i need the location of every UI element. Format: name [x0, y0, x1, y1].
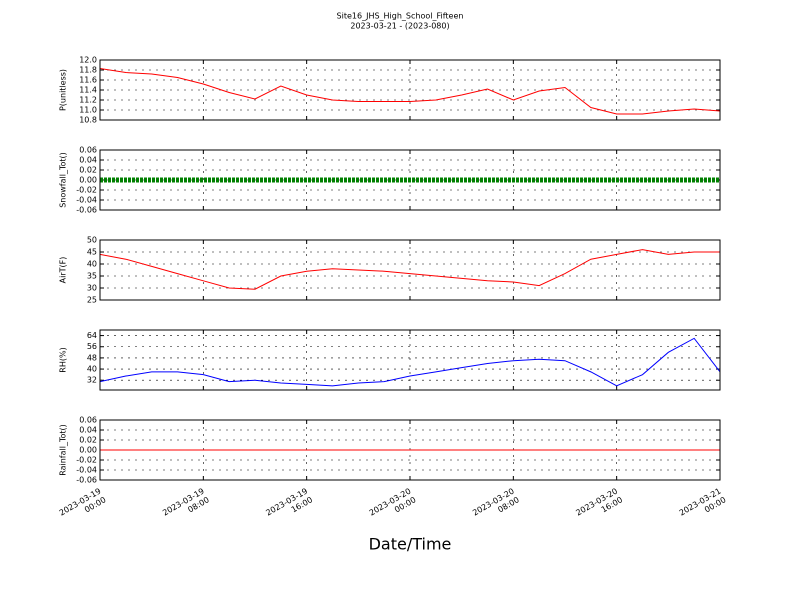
x-axis-label: Date/Time — [369, 535, 452, 554]
y-tick-label: 0.06 — [79, 146, 97, 155]
y-axis-label: Rainfall_Tot() — [59, 424, 68, 476]
y-tick-label: -0.04 — [76, 196, 97, 205]
y-tick-label: 0.06 — [79, 416, 97, 425]
y-tick-label: 32 — [87, 376, 97, 385]
y-tick-label: 11.4 — [79, 86, 97, 95]
subtitle: 2023-03-21 - (2023-080) — [350, 22, 449, 31]
y-tick-label: 25 — [87, 296, 97, 305]
y-tick-label: 11.6 — [79, 76, 97, 85]
plot-frame — [99, 149, 721, 211]
data-line — [99, 337, 721, 387]
y-tick-label: 30 — [87, 284, 97, 293]
y-tick-label: 11.2 — [79, 96, 97, 105]
y-axis-label: RH(%) — [59, 347, 68, 372]
y-tick-label: 35 — [87, 272, 97, 281]
data-line — [99, 249, 720, 290]
plot-frame — [99, 239, 721, 301]
y-axis-label: AirT(F) — [59, 257, 68, 284]
y-tick-label: 10.8 — [79, 116, 97, 125]
y-tick-label: 11.0 — [79, 106, 97, 115]
plot-frame — [99, 59, 721, 121]
y-tick-label: 0.02 — [79, 436, 97, 445]
title: Site16_JHS_High_School_Fifteen — [337, 12, 464, 21]
y-tick-label: 50 — [87, 236, 97, 245]
y-tick-label: -0.06 — [76, 206, 97, 215]
plot-frame — [99, 419, 721, 481]
data-line — [99, 68, 721, 115]
plot-frame — [99, 329, 721, 391]
y-tick-label: -0.02 — [76, 186, 97, 195]
y-tick-label: 56 — [87, 342, 97, 351]
y-tick-label: 40 — [87, 365, 97, 374]
y-tick-label: 64 — [87, 331, 97, 340]
y-axis-label: Snowfall_Tot() — [59, 152, 68, 208]
y-tick-label: 12.0 — [79, 56, 97, 65]
y-tick-label: 0.00 — [79, 446, 97, 455]
y-tick-label: 0.00 — [79, 176, 97, 185]
y-tick-label: 0.02 — [79, 166, 97, 175]
y-tick-label: -0.06 — [76, 476, 97, 485]
y-tick-label: 40 — [87, 260, 97, 269]
y-axis-label: P(unitless) — [59, 69, 68, 111]
y-tick-label: 0.04 — [79, 426, 97, 435]
y-tick-label: -0.02 — [76, 456, 97, 465]
y-tick-label: 0.04 — [79, 156, 97, 165]
y-tick-label: 45 — [87, 248, 97, 257]
y-tick-label: 11.8 — [79, 66, 97, 75]
y-tick-label: 48 — [87, 353, 97, 362]
y-tick-label: -0.04 — [76, 466, 97, 475]
